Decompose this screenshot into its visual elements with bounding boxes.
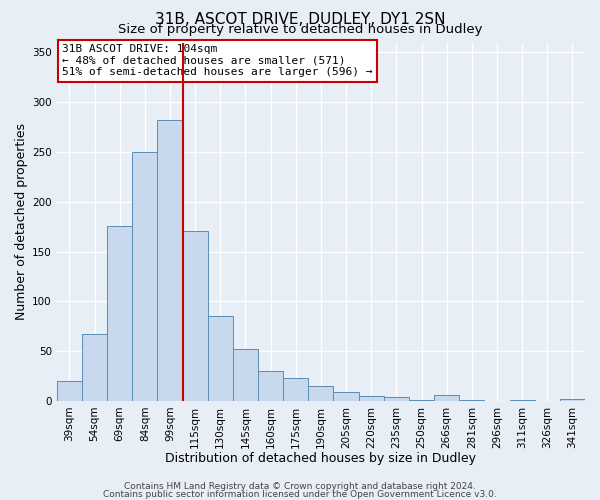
Bar	[132, 152, 157, 401]
Text: Contains HM Land Registry data © Crown copyright and database right 2024.: Contains HM Land Registry data © Crown c…	[124, 482, 476, 491]
Bar	[57, 381, 82, 401]
X-axis label: Distribution of detached houses by size in Dudley: Distribution of detached houses by size …	[166, 452, 476, 465]
Bar	[82, 334, 107, 401]
Bar	[107, 226, 132, 401]
Text: 31B, ASCOT DRIVE, DUDLEY, DY1 2SN: 31B, ASCOT DRIVE, DUDLEY, DY1 2SN	[155, 12, 445, 28]
Bar	[233, 349, 258, 401]
Bar	[384, 397, 409, 401]
Bar	[157, 120, 182, 401]
Bar	[283, 378, 308, 401]
Bar	[409, 400, 434, 401]
Bar	[560, 399, 585, 401]
Bar	[182, 230, 208, 401]
Bar	[434, 395, 459, 401]
Bar	[258, 371, 283, 401]
Bar	[334, 392, 359, 401]
Bar	[308, 386, 334, 401]
Text: 31B ASCOT DRIVE: 104sqm
← 48% of detached houses are smaller (571)
51% of semi-d: 31B ASCOT DRIVE: 104sqm ← 48% of detache…	[62, 44, 373, 78]
Bar	[509, 400, 535, 401]
Text: Size of property relative to detached houses in Dudley: Size of property relative to detached ho…	[118, 24, 482, 36]
Text: Contains public sector information licensed under the Open Government Licence v3: Contains public sector information licen…	[103, 490, 497, 499]
Y-axis label: Number of detached properties: Number of detached properties	[15, 123, 28, 320]
Bar	[359, 396, 384, 401]
Bar	[459, 400, 484, 401]
Bar	[208, 316, 233, 401]
